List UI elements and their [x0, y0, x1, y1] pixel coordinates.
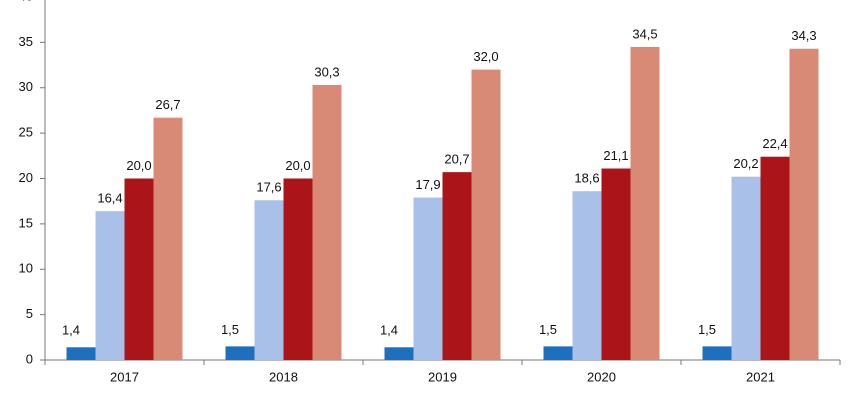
- x-tick-label: 2019: [428, 369, 457, 384]
- value-label: 1,5: [221, 322, 239, 337]
- x-tick-label: 2018: [269, 369, 298, 384]
- x-tick-label: 2020: [587, 369, 616, 384]
- bar: [283, 178, 313, 360]
- y-tick-label: 0: [26, 351, 33, 366]
- y-tick-label: 10: [19, 261, 33, 276]
- bar: [572, 191, 602, 360]
- y-tick-label: 5: [26, 306, 33, 321]
- value-label: 20,0: [126, 158, 151, 173]
- value-label: 26,7: [155, 97, 180, 112]
- bar: [312, 85, 342, 360]
- y-tick-label: 15: [19, 215, 33, 230]
- y-tick-label: 35: [19, 34, 33, 49]
- bar: [384, 347, 414, 360]
- bar: [66, 347, 96, 360]
- value-label: 1,4: [62, 323, 80, 338]
- value-label: 18,6: [574, 171, 599, 186]
- bar: [442, 172, 472, 360]
- x-tick-label: 2021: [746, 369, 775, 384]
- value-label: 17,9: [415, 177, 440, 192]
- y-tick-label: 30: [19, 79, 33, 94]
- bar: [471, 69, 501, 360]
- bar: [153, 117, 183, 360]
- value-label: 21,1: [603, 148, 628, 163]
- value-label: 1,5: [539, 322, 557, 337]
- value-label: 20,7: [444, 152, 469, 167]
- bar: [95, 211, 125, 360]
- bar: [760, 156, 790, 360]
- bar: [225, 346, 255, 360]
- bar: [601, 168, 631, 360]
- bar: [789, 48, 819, 360]
- value-label: 32,0: [473, 49, 498, 64]
- value-label: 22,4: [762, 136, 787, 151]
- value-label: 20,2: [733, 156, 758, 171]
- value-label: 16,4: [97, 191, 122, 206]
- value-label: 1,5: [698, 322, 716, 337]
- value-label: 34,3: [791, 28, 816, 43]
- y-tick-label: 20: [19, 170, 33, 185]
- y-tick-label: 25: [19, 125, 33, 140]
- value-label: 30,3: [314, 64, 339, 79]
- x-tick-label: 2017: [110, 369, 139, 384]
- bar: [124, 178, 154, 360]
- value-label: 34,5: [632, 26, 657, 41]
- value-label: 17,6: [256, 180, 281, 195]
- bar: [413, 197, 443, 360]
- y-tick-label: 40: [19, 0, 33, 3]
- value-label: 20,0: [285, 158, 310, 173]
- bar: [731, 176, 761, 360]
- bar: [254, 200, 284, 360]
- value-label: 1,4: [380, 323, 398, 338]
- bar: [702, 346, 732, 360]
- bar: [543, 346, 573, 360]
- bar: [630, 46, 660, 360]
